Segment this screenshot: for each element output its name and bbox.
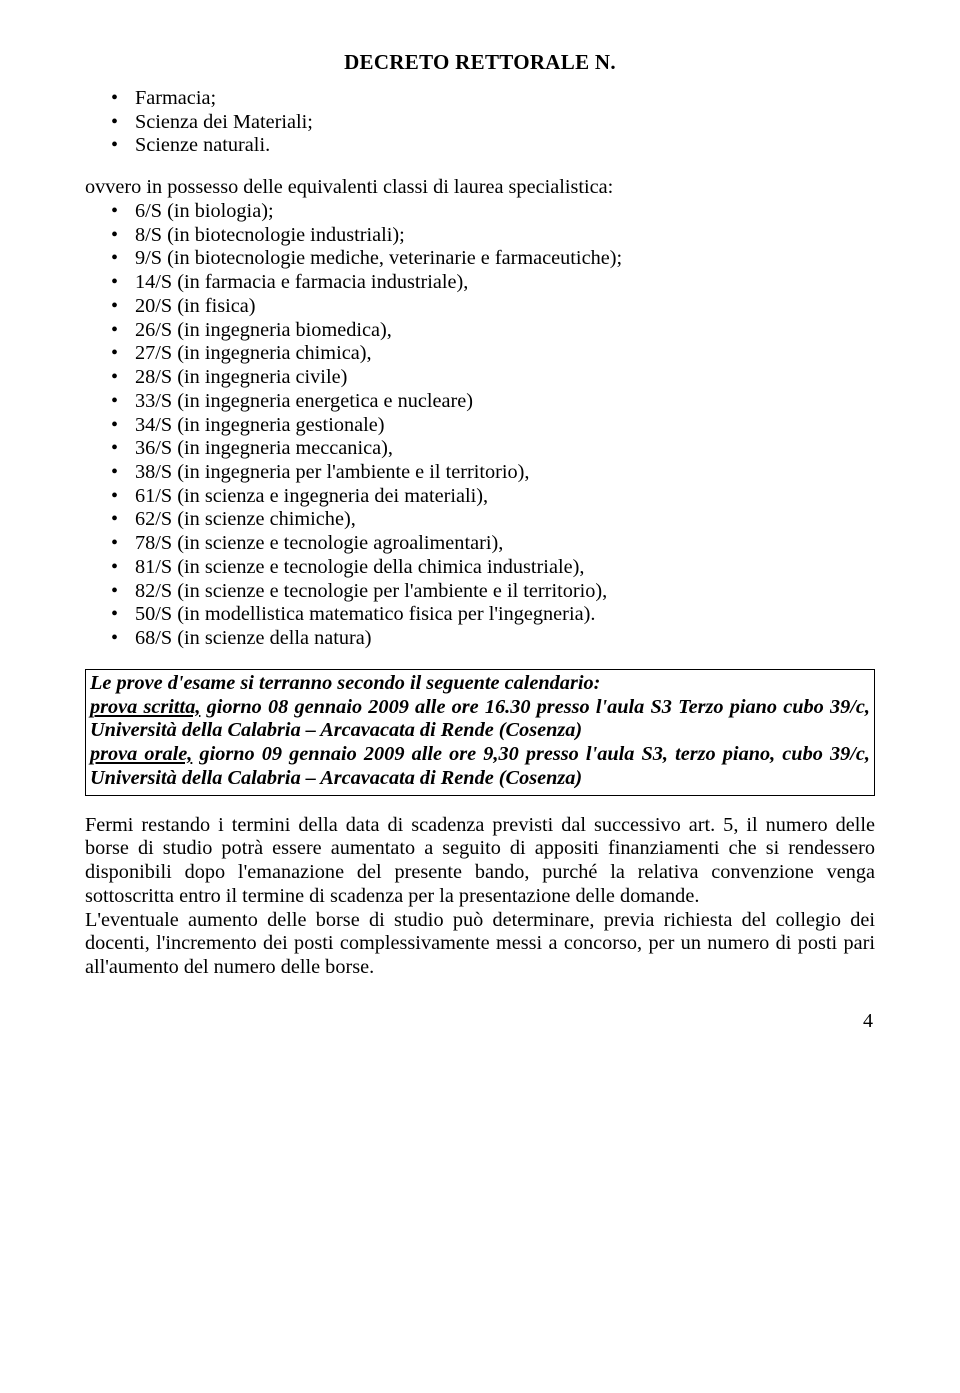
exam-calendar-box: Le prove d'esame si terranno secondo il … [85, 669, 875, 796]
list-item: 61/S (in scienza e ingegneria dei materi… [85, 485, 875, 509]
calendar-oral-exam: prova orale, giorno 09 gennaio 2009 alle… [90, 743, 870, 790]
list-item: 14/S (in farmacia e farmacia industriale… [85, 271, 875, 295]
list-item: 8/S (in biotecnologie industriali); [85, 224, 875, 248]
list-item: Scienze naturali. [85, 134, 875, 158]
list-item: 9/S (in biotecnologie mediche, veterinar… [85, 247, 875, 271]
list-item: 36/S (in ingegneria meccanica), [85, 437, 875, 461]
classes-list: 6/S (in biologia);8/S (in biotecnologie … [85, 200, 875, 651]
prova-orale-label: prova orale, [90, 743, 192, 765]
calendar-heading: Le prove d'esame si terranno secondo il … [90, 672, 870, 696]
page-number: 4 [85, 1010, 875, 1033]
list-item: 50/S (in modellistica matematico fisica … [85, 603, 875, 627]
list-item: 27/S (in ingegneria chimica), [85, 342, 875, 366]
body-paragraph-2: L'eventuale aumento delle borse di studi… [85, 909, 875, 980]
materials-list: Farmacia;Scienza dei Materiali;Scienze n… [85, 87, 875, 158]
list-item: 68/S (in scienze della natura) [85, 627, 875, 651]
list-item: 81/S (in scienze e tecnologie della chim… [85, 556, 875, 580]
list-item: 26/S (in ingegneria biomedica), [85, 319, 875, 343]
prova-scritta-label: prova scritta, [90, 696, 200, 718]
intro-line: ovvero in possesso delle equivalenti cla… [85, 176, 875, 200]
list-item: 6/S (in biologia); [85, 200, 875, 224]
page-title: DECRETO RETTORALE N. [85, 50, 875, 75]
list-item: 78/S (in scienze e tecnologie agroalimen… [85, 532, 875, 556]
list-item: 82/S (in scienze e tecnologie per l'ambi… [85, 580, 875, 604]
list-item: 34/S (in ingegneria gestionale) [85, 414, 875, 438]
list-item: 62/S (in scienze chimiche), [85, 508, 875, 532]
list-item: 28/S (in ingegneria civile) [85, 366, 875, 390]
body-paragraph-1: Fermi restando i termini della data di s… [85, 814, 875, 909]
calendar-written-exam: prova scritta, giorno 08 gennaio 2009 al… [90, 696, 870, 743]
prova-orale-details: giorno 09 gennaio 2009 alle ore 9,30 pre… [90, 743, 870, 789]
list-item: 33/S (in ingegneria energetica e nuclear… [85, 390, 875, 414]
list-item: Farmacia; [85, 87, 875, 111]
list-item: Scienza dei Materiali; [85, 111, 875, 135]
list-item: 20/S (in fisica) [85, 295, 875, 319]
document-page: DECRETO RETTORALE N. Farmacia;Scienza de… [0, 0, 960, 1063]
prova-scritta-details: giorno 08 gennaio 2009 alle ore 16.30 pr… [90, 696, 870, 742]
list-item: 38/S (in ingegneria per l'ambiente e il … [85, 461, 875, 485]
